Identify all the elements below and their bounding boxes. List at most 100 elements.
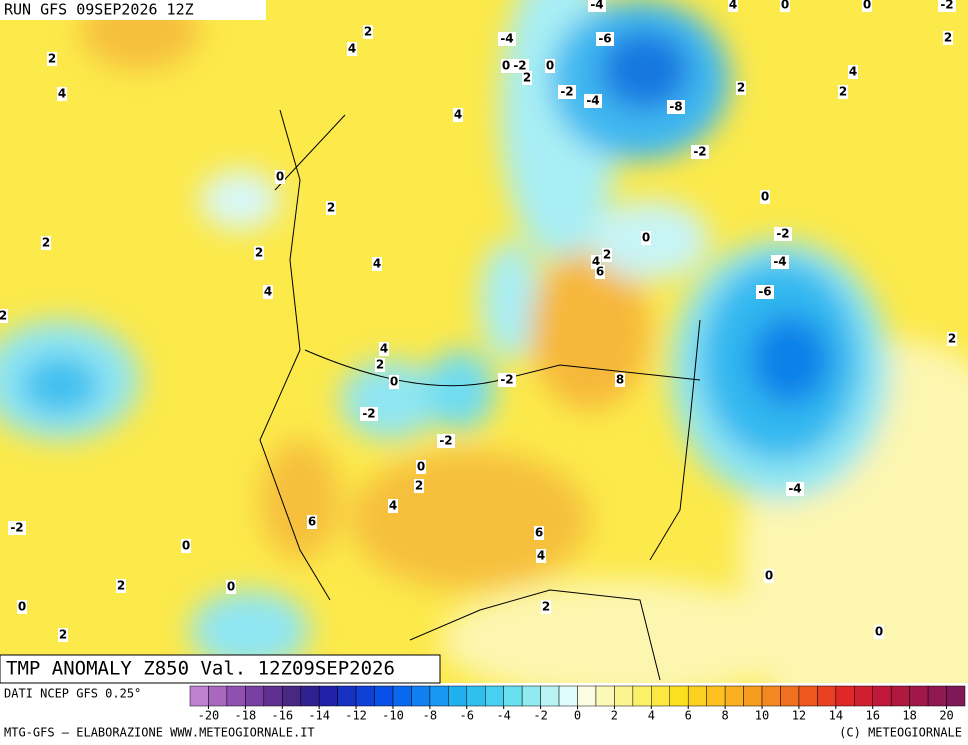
colorbar-tick-label: -10: [382, 709, 404, 723]
colorbar-tick-label: 0: [574, 709, 581, 723]
contour-label: 6: [535, 526, 543, 540]
colorbar-swatch: [817, 685, 837, 707]
label-bg: [728, 0, 738, 12]
label-bg: [389, 375, 399, 389]
label-bg: [41, 236, 51, 250]
label-bg: [388, 499, 398, 513]
colorbar-swatch: [835, 685, 855, 707]
colorbar-swatch: [466, 685, 486, 707]
label-bg: [416, 460, 426, 474]
label-bg: [756, 285, 774, 299]
label-bg: [498, 32, 516, 46]
colorbar-tick-label: -14: [308, 709, 330, 723]
label-bg: [588, 0, 606, 12]
colorbar-swatch: [503, 685, 523, 707]
contour-label: 2: [59, 628, 67, 642]
label-bg: [0, 309, 8, 323]
contour-label: 0: [276, 170, 284, 184]
contour-label: -6: [598, 32, 611, 46]
colorbar-swatch: [577, 685, 597, 707]
colorbar-swatch: [263, 685, 283, 707]
colorbar-tick-label: -4: [496, 709, 510, 723]
label-bg: [414, 479, 424, 493]
label-bg: [595, 265, 605, 279]
map-title: TMP ANOMALY Z850 Val. 12Z09SEP2026: [6, 658, 395, 680]
colorbar-swatch: [890, 685, 910, 707]
contour-label: 2: [117, 579, 125, 593]
contour-label: 4: [264, 285, 272, 299]
colorbar-swatch: [724, 685, 744, 707]
contour-label: 2: [0, 309, 7, 323]
colorbar-swatch: [300, 685, 320, 707]
contour-label: 0: [182, 539, 190, 553]
label-bg: [226, 580, 236, 594]
colorbar-swatch: [484, 685, 504, 707]
colorbar-swatch: [226, 685, 246, 707]
contour-label: -2: [362, 407, 375, 421]
colorbar-swatch: [854, 685, 873, 707]
colorbar-swatch: [189, 685, 209, 707]
label-bg: [498, 373, 516, 387]
contour-label: 0: [863, 0, 871, 12]
colorbar-swatch: [448, 685, 468, 707]
label-bg: [615, 373, 625, 387]
contour-label: 4: [849, 65, 857, 79]
colorbar-swatch: [743, 685, 763, 707]
contour-label: 2: [327, 201, 335, 215]
label-bg: [774, 227, 792, 241]
label-bg: [536, 549, 546, 563]
colorbar-swatch: [706, 685, 726, 707]
colorbar-tick-label: -8: [423, 709, 437, 723]
colorbar-swatch: [374, 685, 394, 707]
run-box: [0, 0, 266, 20]
label-bg: [736, 81, 746, 95]
label-bg: [17, 600, 27, 614]
colorbar-tick-label: -12: [345, 709, 367, 723]
colorbar-swatch: [282, 685, 301, 707]
label-bg: [862, 0, 872, 12]
label-bg: [116, 579, 126, 593]
label-bg: [57, 87, 67, 101]
contour-label: -4: [590, 0, 603, 12]
contour-label: 2: [839, 85, 847, 99]
label-bg: [437, 434, 455, 448]
contour-label: -2: [560, 85, 573, 99]
label-bg: [534, 526, 544, 540]
colorbar-tick-label: -18: [235, 709, 257, 723]
colorbar-swatch: [872, 685, 892, 707]
contour-label: -2: [693, 145, 706, 159]
label-bg: [641, 231, 651, 245]
contour-label: -2: [776, 227, 789, 241]
colorbar-tick-label: 8: [722, 709, 729, 723]
contour-label: -4: [788, 482, 801, 496]
label-bg: [848, 65, 858, 79]
colorbar-swatch: [540, 685, 560, 707]
contour-label: 6: [308, 515, 316, 529]
colorbar-swatch: [392, 685, 412, 707]
contour-label: 4: [454, 108, 462, 122]
contour-label: -2: [10, 521, 23, 535]
colorbar-swatch: [337, 685, 357, 707]
contour-label: 0: [781, 0, 789, 12]
colorbar-swatch: [521, 685, 541, 707]
label-bg: [254, 246, 264, 260]
colorbar-swatch: [614, 685, 634, 707]
colorbar-swatch: [411, 685, 431, 707]
contour-label: 2: [523, 71, 531, 85]
contour-label: 2: [737, 81, 745, 95]
contour-label: 2: [948, 332, 956, 346]
label-bg: [47, 52, 57, 66]
colorbar-tick-label: 12: [792, 709, 806, 723]
credit-note: MTG-GFS – ELABORAZIONE WWW.METEOGIORNALE…: [4, 726, 315, 740]
label-bg: [453, 108, 463, 122]
source-note: DATI NCEP GFS 0.25°: [4, 687, 141, 701]
contour-label: 0: [18, 600, 26, 614]
colorbar-swatch: [946, 685, 966, 707]
contour-label: -4: [500, 32, 513, 46]
label-bg: [379, 342, 389, 356]
label-bg: [372, 257, 382, 271]
contour-label: -4: [586, 94, 599, 108]
colorbar-swatch: [429, 685, 449, 707]
contour-label: 4: [348, 42, 356, 56]
contour-label: 2: [944, 31, 952, 45]
